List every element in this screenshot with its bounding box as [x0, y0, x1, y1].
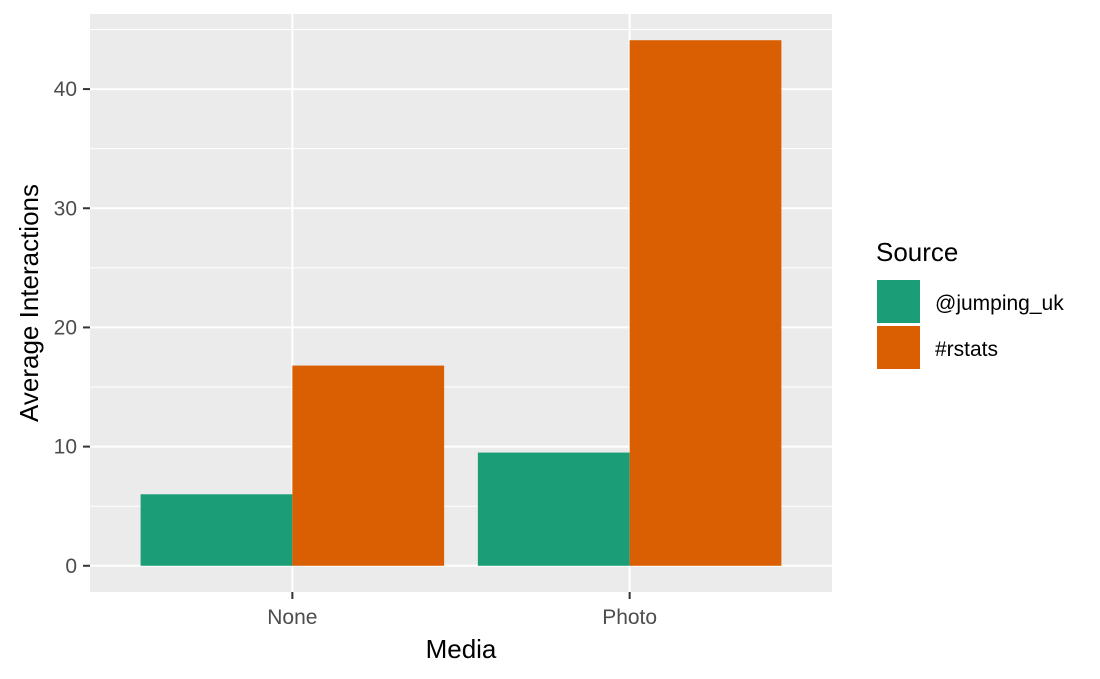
x-tick-label: Photo [602, 606, 657, 629]
legend-label-rstats: #rstats [935, 338, 998, 361]
x-axis: None Photo [267, 592, 657, 629]
x-axis-title: Media [426, 634, 497, 664]
legend-title: Source [876, 237, 958, 267]
bar-jumping-uk-photo [477, 452, 630, 566]
y-tick-label: 20 [54, 316, 77, 339]
y-tick-label: 40 [54, 78, 77, 101]
bar-rstats-none [292, 365, 445, 566]
bars [140, 40, 782, 566]
legend: Source @jumping_uk #rstats [876, 237, 1064, 369]
legend-key-jumping-uk [877, 280, 920, 323]
x-tick-label: None [267, 606, 317, 629]
y-tick-label: 30 [54, 197, 77, 220]
y-axis-title: Average Interactions [14, 184, 44, 422]
legend-key-rstats [877, 326, 920, 369]
y-axis: 0 10 20 30 40 [54, 78, 90, 578]
legend-label-jumping-uk: @jumping_uk [935, 292, 1064, 315]
bar-rstats-photo [629, 40, 782, 566]
y-tick-label: 10 [54, 436, 77, 459]
bar-jumping-uk-none [140, 494, 293, 566]
y-tick-label: 0 [65, 555, 77, 578]
